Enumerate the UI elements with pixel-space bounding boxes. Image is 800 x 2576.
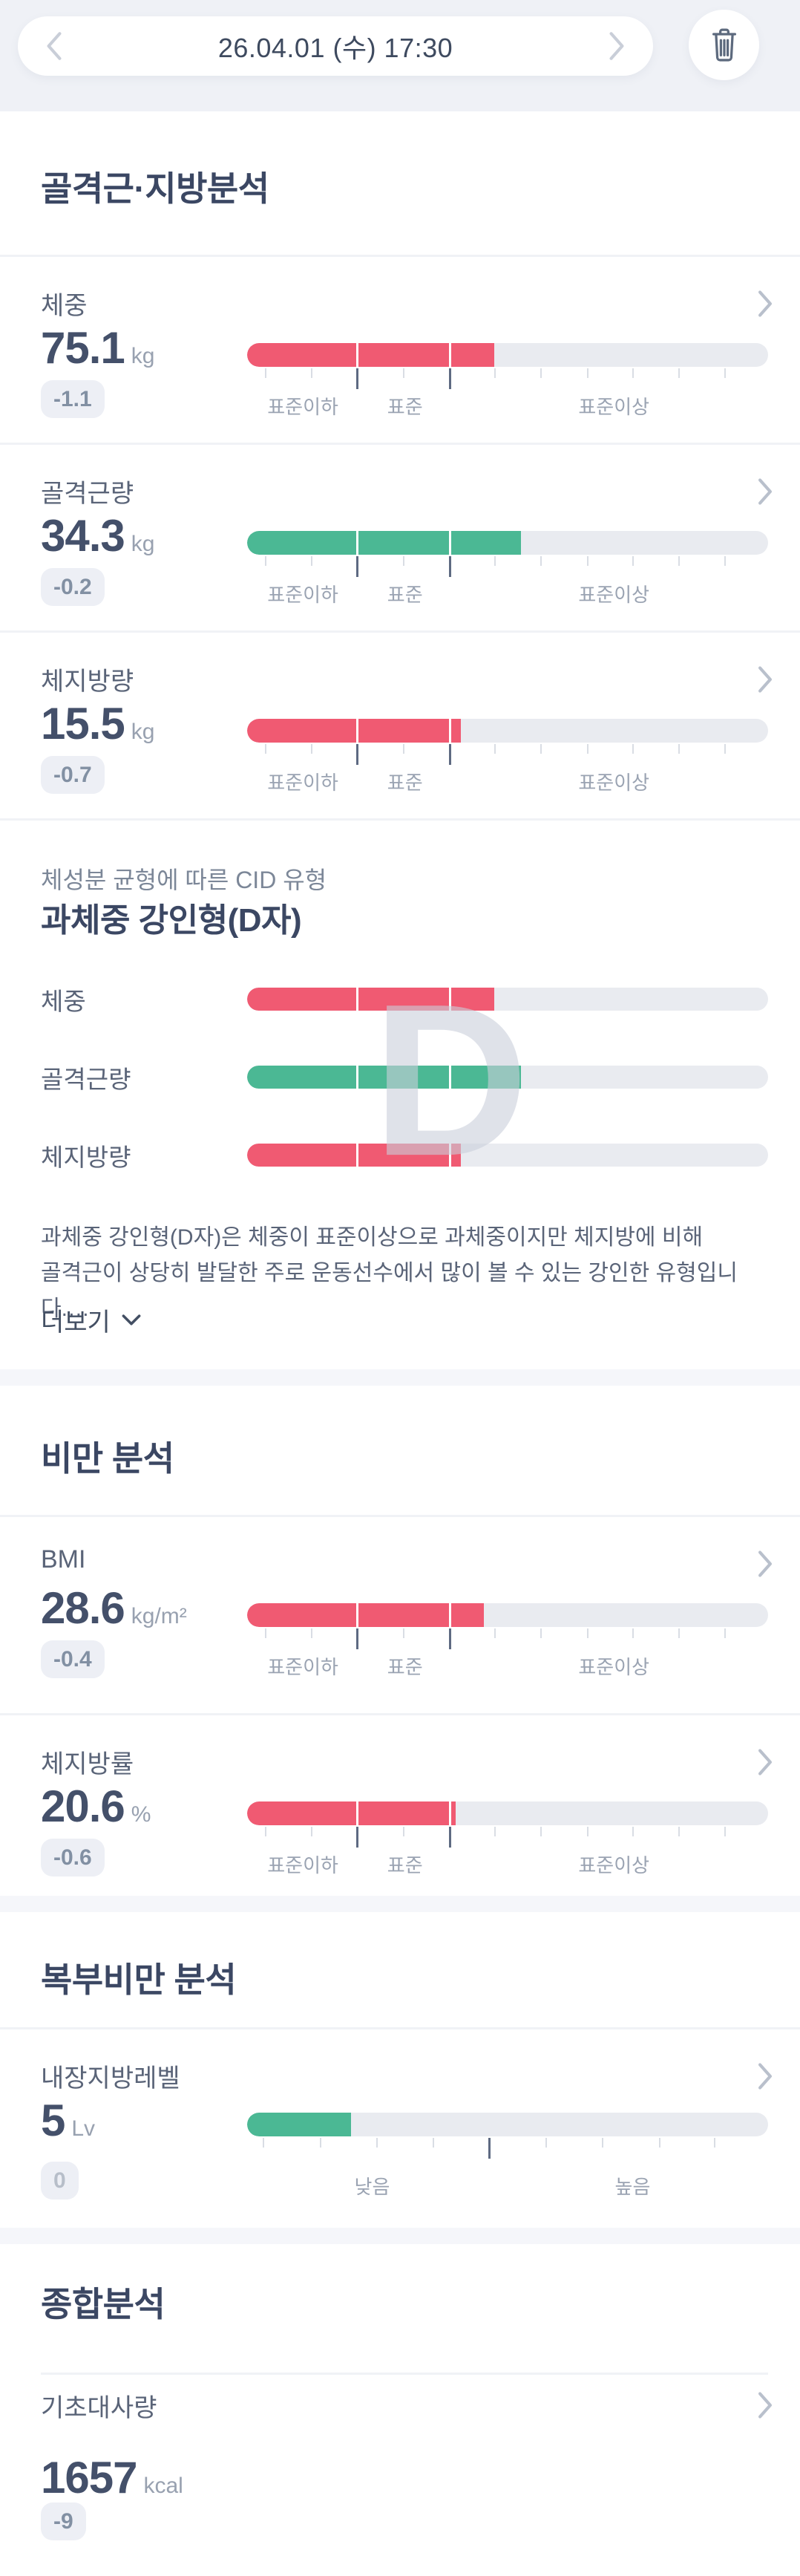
range-bar: 표준이하 표준 표준이상 — [247, 633, 768, 818]
metric-row-weight[interactable]: 체중 75.1 kg -1.1 표준이하 표준 표준이상 — [0, 257, 800, 443]
divider — [0, 1713, 800, 1715]
metric-value: 34.3 kg — [41, 511, 155, 561]
metric-value: 28.6 kg/m² — [41, 1583, 187, 1633]
chevron-right-icon — [757, 477, 773, 506]
section-title: 비만 분석 — [41, 1439, 174, 1478]
metric-label: 골격근량 — [41, 480, 134, 508]
range-bar: 표준이하 표준 표준이상 — [247, 445, 768, 630]
section-obesity: 비만 분석 BMI 28.6 kg/m² -0.4 표준이하 표준 표준이상 체지방… — [0, 1386, 800, 1896]
section-title: 골격근·지방분석 — [41, 169, 269, 208]
cid-bar-row-weight: 체중 — [0, 973, 800, 1025]
metric-value: 75.1 kg — [41, 323, 155, 373]
chevron-right-icon — [757, 290, 773, 318]
cid-description: 과체중 강인형(D자)은 체중이 표준이상으로 과체중이지만 체지방에 비해 골… — [41, 1225, 738, 1321]
metric-value: 20.6 % — [41, 1781, 151, 1831]
metric-row-skeletal-muscle[interactable]: 골격근량 34.3 kg -0.2 표준이하 표준 표준이상 — [0, 445, 800, 630]
more-button[interactable]: 더보기 — [41, 1302, 141, 1338]
metric-label: BMI — [41, 1545, 86, 1574]
divider — [0, 2027, 800, 2029]
section-gap — [0, 1896, 800, 1912]
divider — [0, 630, 800, 633]
cid-bars-chart: 체중 골격근량 체지방량 D — [0, 971, 800, 1196]
section-gap — [0, 2228, 800, 2244]
delete-record-button[interactable] — [689, 10, 759, 80]
divider — [0, 443, 800, 445]
metric-row-body-fat-percentage[interactable]: 체지방률 20.6 % -0.6 표준이하 표준 표준이상 — [0, 1715, 800, 1896]
cid-bar-label: 체중 — [41, 988, 86, 1015]
metric-label: 체지방률 — [41, 1750, 134, 1778]
chevron-right-icon — [757, 2062, 773, 2090]
divider — [41, 2373, 768, 2375]
metric-row-basal-metabolic-rate[interactable]: 기초대사량 1657 kcal -9 — [0, 2375, 800, 2576]
next-date-button[interactable] — [606, 30, 628, 62]
section-overall-analysis: 종합분석 기초대사량 1657 kcal -9 — [0, 2244, 800, 2576]
top-bar: 26.04.01 (수) 17:30 — [0, 0, 800, 111]
date-navigator[interactable]: 26.04.01 (수) 17:30 — [18, 16, 653, 76]
chevron-right-icon — [609, 32, 624, 60]
section-abdominal-obesity: 복부비만 분석 내장지방레벨 5 Lv 0 낮음 높음 — [0, 1912, 800, 2228]
cid-bar-label: 체지방량 — [41, 1144, 131, 1171]
range-bar: 낮음 높음 — [247, 2029, 768, 2228]
cid-bar-row-skeletal-muscle: 골격근량 — [0, 1051, 800, 1103]
divider — [0, 818, 800, 821]
section-header: 종합분석 — [0, 2244, 800, 2373]
divider — [0, 255, 800, 257]
chevron-right-icon — [757, 1748, 773, 1776]
delta-badge: -9 — [41, 2502, 86, 2540]
section-muscle-fat: 골격근·지방분석 체중 75.1 kg -1.1 표준이하 표준 표준이상 골격근량… — [0, 111, 800, 1369]
section-gap — [0, 1369, 800, 1386]
date-label: 26.04.01 (수) 17:30 — [217, 33, 453, 63]
chevron-right-icon — [757, 2391, 773, 2419]
cid-type-title: 과체중 강인형(D자) — [41, 902, 302, 939]
delta-badge: 0 — [41, 2162, 79, 2200]
prev-date-button[interactable] — [43, 30, 65, 62]
chevron-right-icon — [757, 665, 773, 694]
trash-icon — [712, 27, 736, 62]
metric-value: 15.5 kg — [41, 699, 155, 749]
cid-type-block: 체성분 균형에 따른 CID 유형 과체중 강인형(D자) 체중 골격근량 체지… — [0, 821, 800, 1369]
cid-bar-row-body-fat: 체지방량 — [0, 1129, 800, 1181]
metric-value: 1657 kcal — [41, 2453, 183, 2502]
range-bar: 표준이하 표준 표준이상 — [247, 1715, 768, 1896]
metric-label: 체지방량 — [41, 668, 134, 696]
section-header: 비만 분석 — [0, 1386, 800, 1515]
chevron-down-icon — [122, 1314, 141, 1327]
divider — [0, 1515, 800, 1517]
delta-badge: -1.1 — [41, 380, 105, 418]
section-title: 복부비만 분석 — [41, 1960, 237, 1999]
range-bar: 표준이하 표준 표준이상 — [247, 257, 768, 443]
chevron-left-icon — [47, 32, 62, 60]
metric-row-visceral-fat-level[interactable]: 내장지방레벨 5 Lv 0 낮음 높음 — [0, 2029, 800, 2228]
metric-label: 체중 — [41, 292, 88, 320]
delta-badge: -0.4 — [41, 1640, 105, 1678]
metric-label: 기초대사량 — [41, 2394, 157, 2422]
delta-badge: -0.2 — [41, 568, 105, 606]
section-title: 종합분석 — [41, 2285, 165, 2324]
section-header: 복부비만 분석 — [0, 1912, 800, 2027]
delta-badge: -0.6 — [41, 1839, 105, 1876]
cid-bar-label: 골격근량 — [41, 1066, 131, 1093]
range-bar: 표준이하 표준 표준이상 — [247, 1517, 768, 1713]
metric-row-bmi[interactable]: BMI 28.6 kg/m² -0.4 표준이하 표준 표준이상 — [0, 1517, 800, 1713]
metric-row-body-fat[interactable]: 체지방량 15.5 kg -0.7 표준이하 표준 표준이상 — [0, 633, 800, 818]
delta-badge: -0.7 — [41, 756, 105, 794]
section-header: 골격근·지방분석 — [0, 111, 800, 255]
cid-subtitle: 체성분 균형에 따른 CID 유형 — [41, 867, 327, 893]
metric-value: 5 Lv — [41, 2096, 96, 2145]
metric-label: 내장지방레벨 — [41, 2064, 180, 2093]
chevron-right-icon — [757, 1550, 773, 1578]
